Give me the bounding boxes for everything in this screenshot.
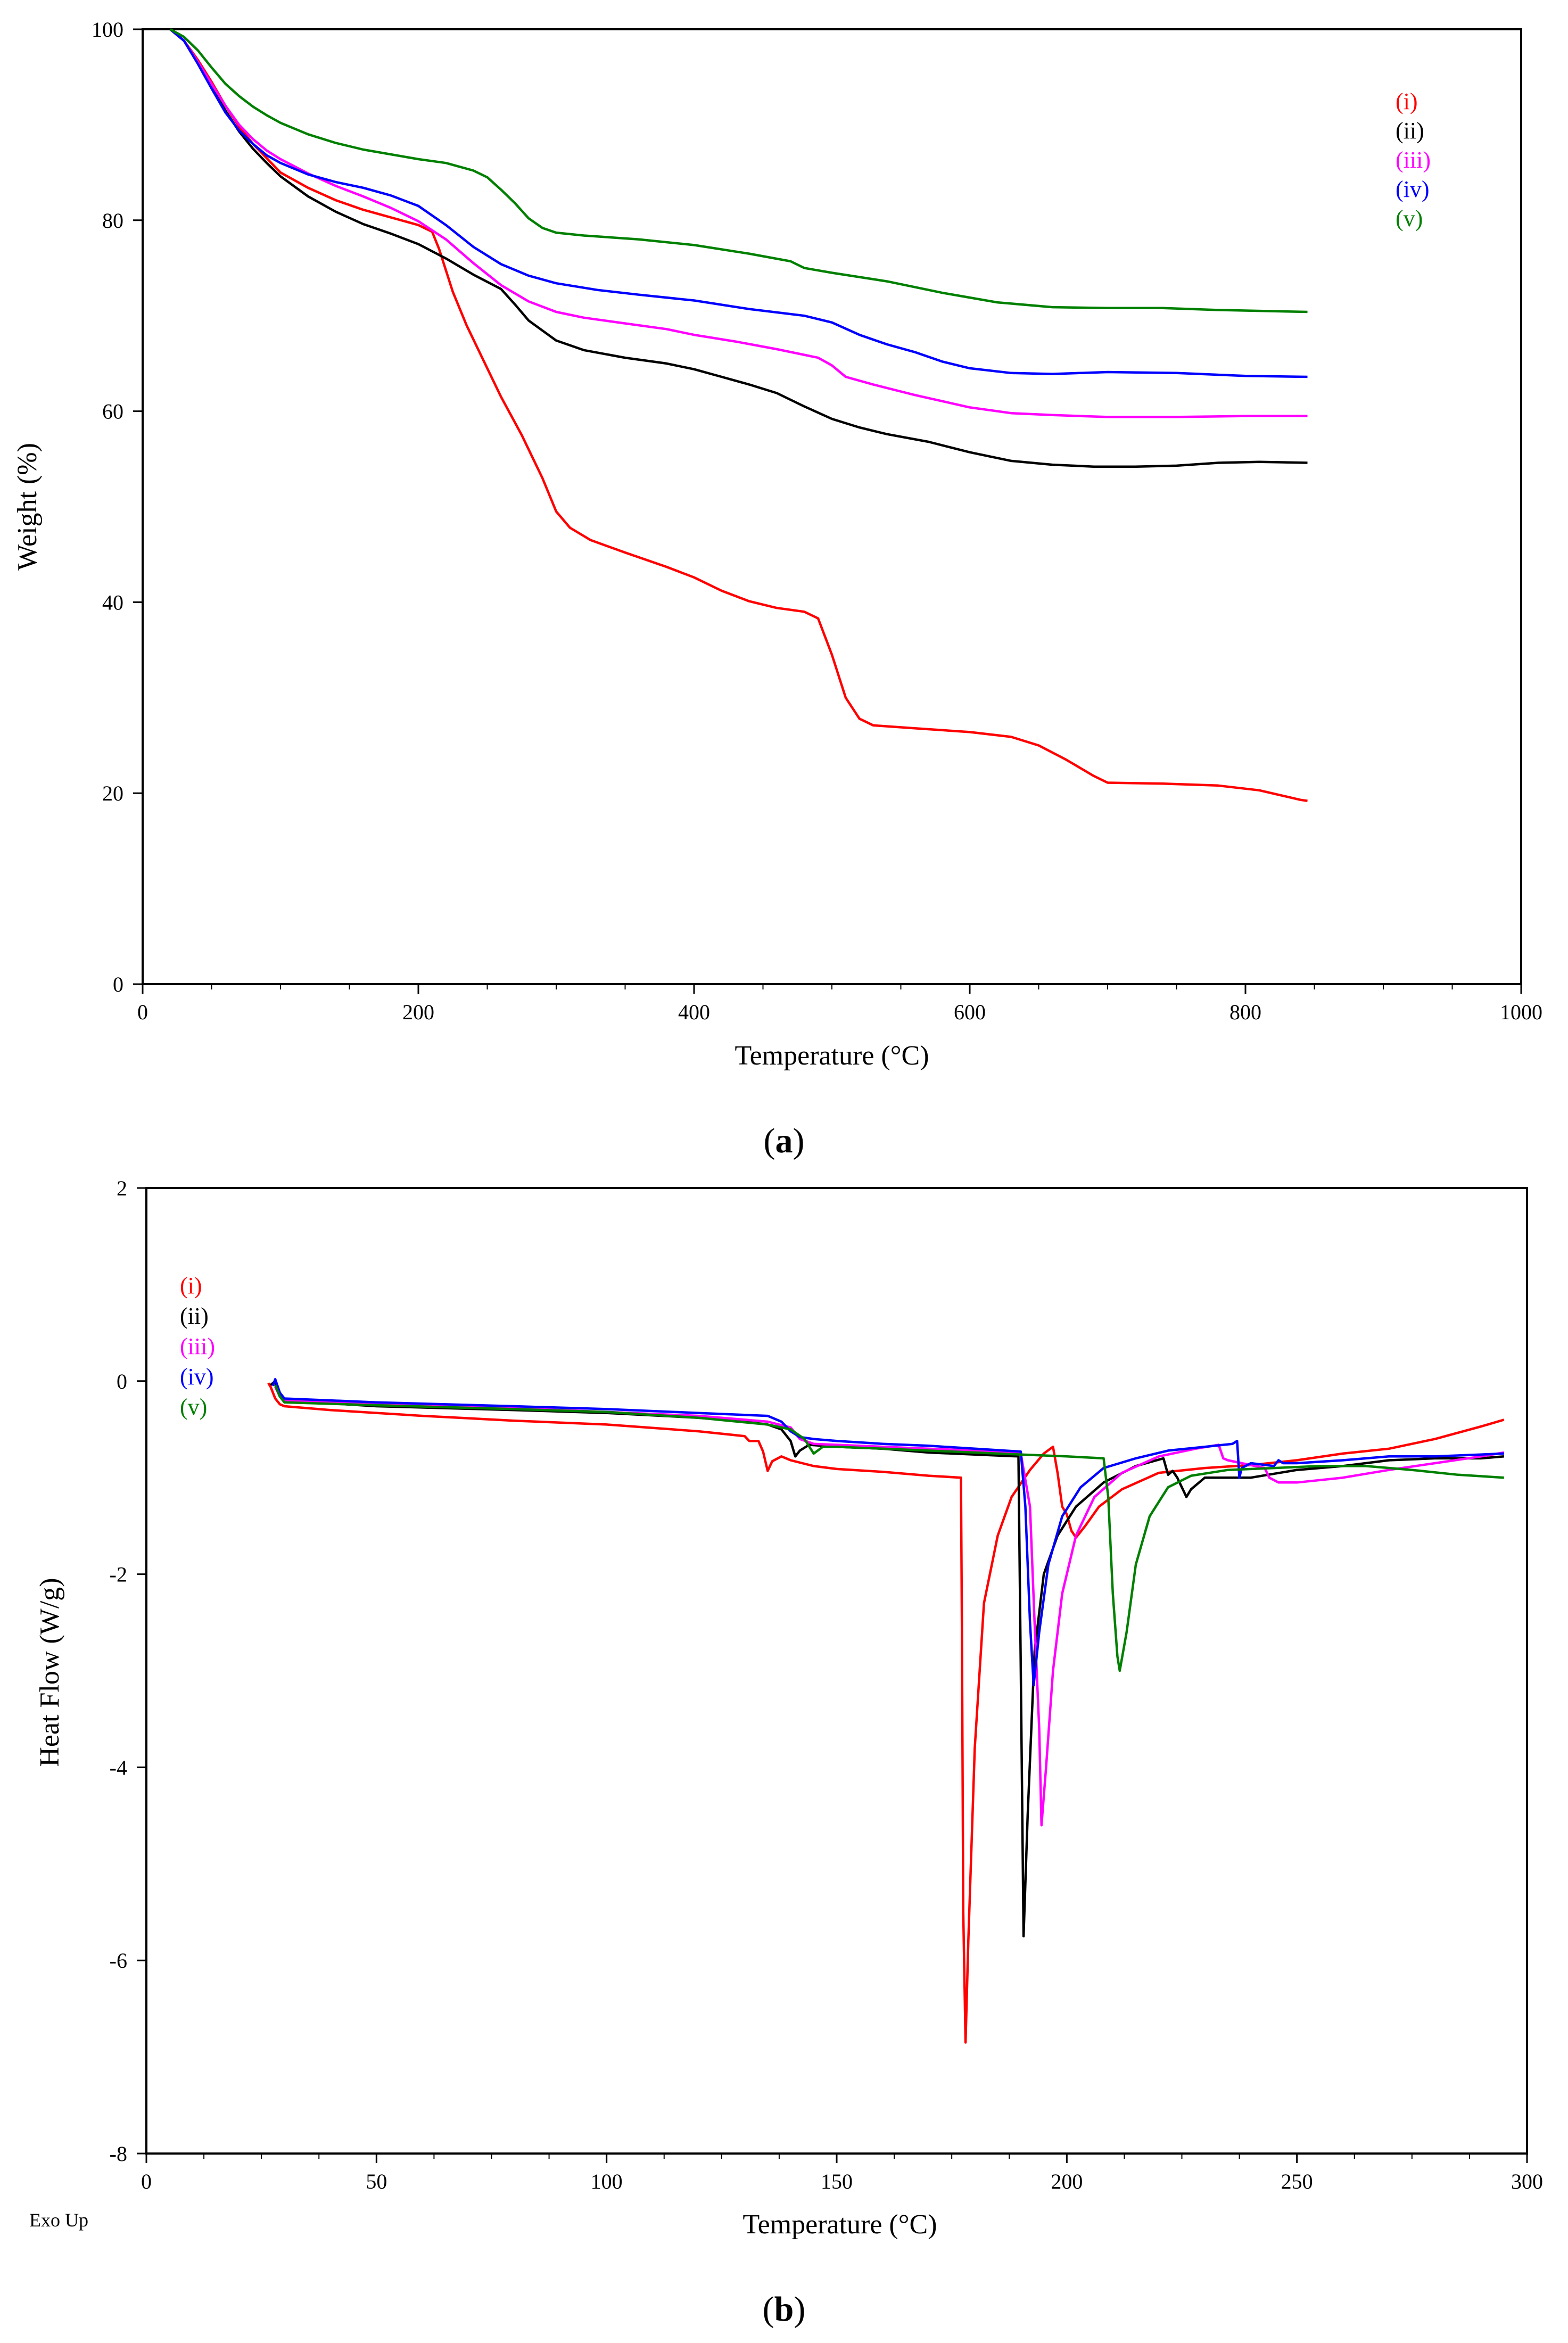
tga-axes: 0 200 400 600 800 1000 0 20 40 60 80 100 <box>92 18 1542 1024</box>
tga-x-tick-label: 600 <box>954 1000 986 1024</box>
dsc-panel-label: (b) <box>763 2290 806 2329</box>
dsc-x-tick-label: 250 <box>1281 2169 1313 2193</box>
tga-x-tick-label: 800 <box>1229 1000 1261 1024</box>
dsc-legend-item: (iv) <box>180 1364 214 1390</box>
dsc-series-line <box>274 1386 1505 1827</box>
tga-y-tick-label: 60 <box>102 400 123 424</box>
dsc-y-tick-label: 0 <box>117 1370 127 1393</box>
dsc-axes: 0 50 100 150 200 250 300 -8 -6 -4 -2 0 2 <box>110 1176 1543 2193</box>
tga-y-tick-label: 20 <box>102 781 123 805</box>
tga-x-tick-label: 200 <box>402 1000 434 1024</box>
dsc-x-tick-label: 50 <box>366 2169 387 2193</box>
tga-y-tick-label: 40 <box>102 590 123 614</box>
dsc-y-tick-label: 2 <box>117 1176 127 1200</box>
tga-legend-item: (v) <box>1396 205 1423 232</box>
tga-chart: 0 200 400 600 800 1000 0 20 40 60 80 100 (i) (ii) (ii… <box>12 18 1542 1160</box>
dsc-series-line <box>274 1384 1504 1672</box>
tga-legend-item: (ii) <box>1396 118 1424 144</box>
tga-x-tick-label: 0 <box>137 1000 148 1024</box>
tga-series-line <box>169 28 1308 418</box>
tga-legend: (i) (ii) (iii) (iv) (v) <box>1396 88 1431 232</box>
dsc-y-tick-label: -4 <box>110 1755 127 1779</box>
tga-y-tick-label: 100 <box>92 18 123 42</box>
tga-y-tick-label: 80 <box>102 209 123 233</box>
dsc-legend-item: (ii) <box>180 1303 209 1329</box>
dsc-exo-up-note: Exo Up <box>29 2209 88 2231</box>
dsc-x-tick-label: 0 <box>141 2169 152 2193</box>
dsc-x-tick-label: 300 <box>1511 2169 1543 2193</box>
dsc-legend: (i) (ii) (iii) (iv) (v) <box>180 1273 215 1420</box>
tga-series-lines <box>169 28 1308 802</box>
dsc-legend-item: (v) <box>180 1394 207 1420</box>
tga-series-line <box>169 28 1308 378</box>
dsc-y-tick-label: -2 <box>110 1563 127 1587</box>
tga-x-tick-label: 1000 <box>1500 1000 1542 1024</box>
dsc-y-tick-label: -6 <box>110 1949 127 1973</box>
dsc-chart: 0 50 100 150 200 250 300 -8 -6 -4 -2 0 2 (i) (ii) (iii… <box>29 1176 1543 2329</box>
tga-x-axis-label: Temperature (°C) <box>735 1041 929 1071</box>
dsc-legend-item: (iii) <box>180 1333 215 1359</box>
dsc-x-axis-label: Temperature (°C) <box>742 2209 937 2240</box>
tga-x-tick-label: 400 <box>678 1000 710 1024</box>
tga-y-axis-label: Weight (%) <box>12 443 43 571</box>
tga-series-line <box>169 28 1308 802</box>
tga-legend-item: (iv) <box>1396 176 1430 202</box>
dsc-x-tick-label: 100 <box>591 2169 623 2193</box>
tga-y-tick-label: 0 <box>113 972 123 996</box>
dsc-x-tick-label: 150 <box>821 2169 853 2193</box>
dsc-series-line <box>271 1377 1504 1687</box>
dsc-legend-item: (i) <box>180 1273 202 1299</box>
tga-legend-item: (i) <box>1396 88 1418 114</box>
tga-legend-item: (iii) <box>1396 147 1431 173</box>
dsc-series-lines <box>267 1377 1505 2044</box>
dsc-y-tick-label: -8 <box>110 2142 127 2166</box>
dsc-x-tick-label: 200 <box>1051 2169 1083 2193</box>
tga-panel-label: (a) <box>764 1121 805 1160</box>
tga-series-line <box>169 28 1308 468</box>
dsc-series-line <box>267 1382 1505 2044</box>
tga-series-line <box>169 28 1308 314</box>
dsc-y-axis-label: Heat Flow (W/g) <box>35 1578 65 1767</box>
